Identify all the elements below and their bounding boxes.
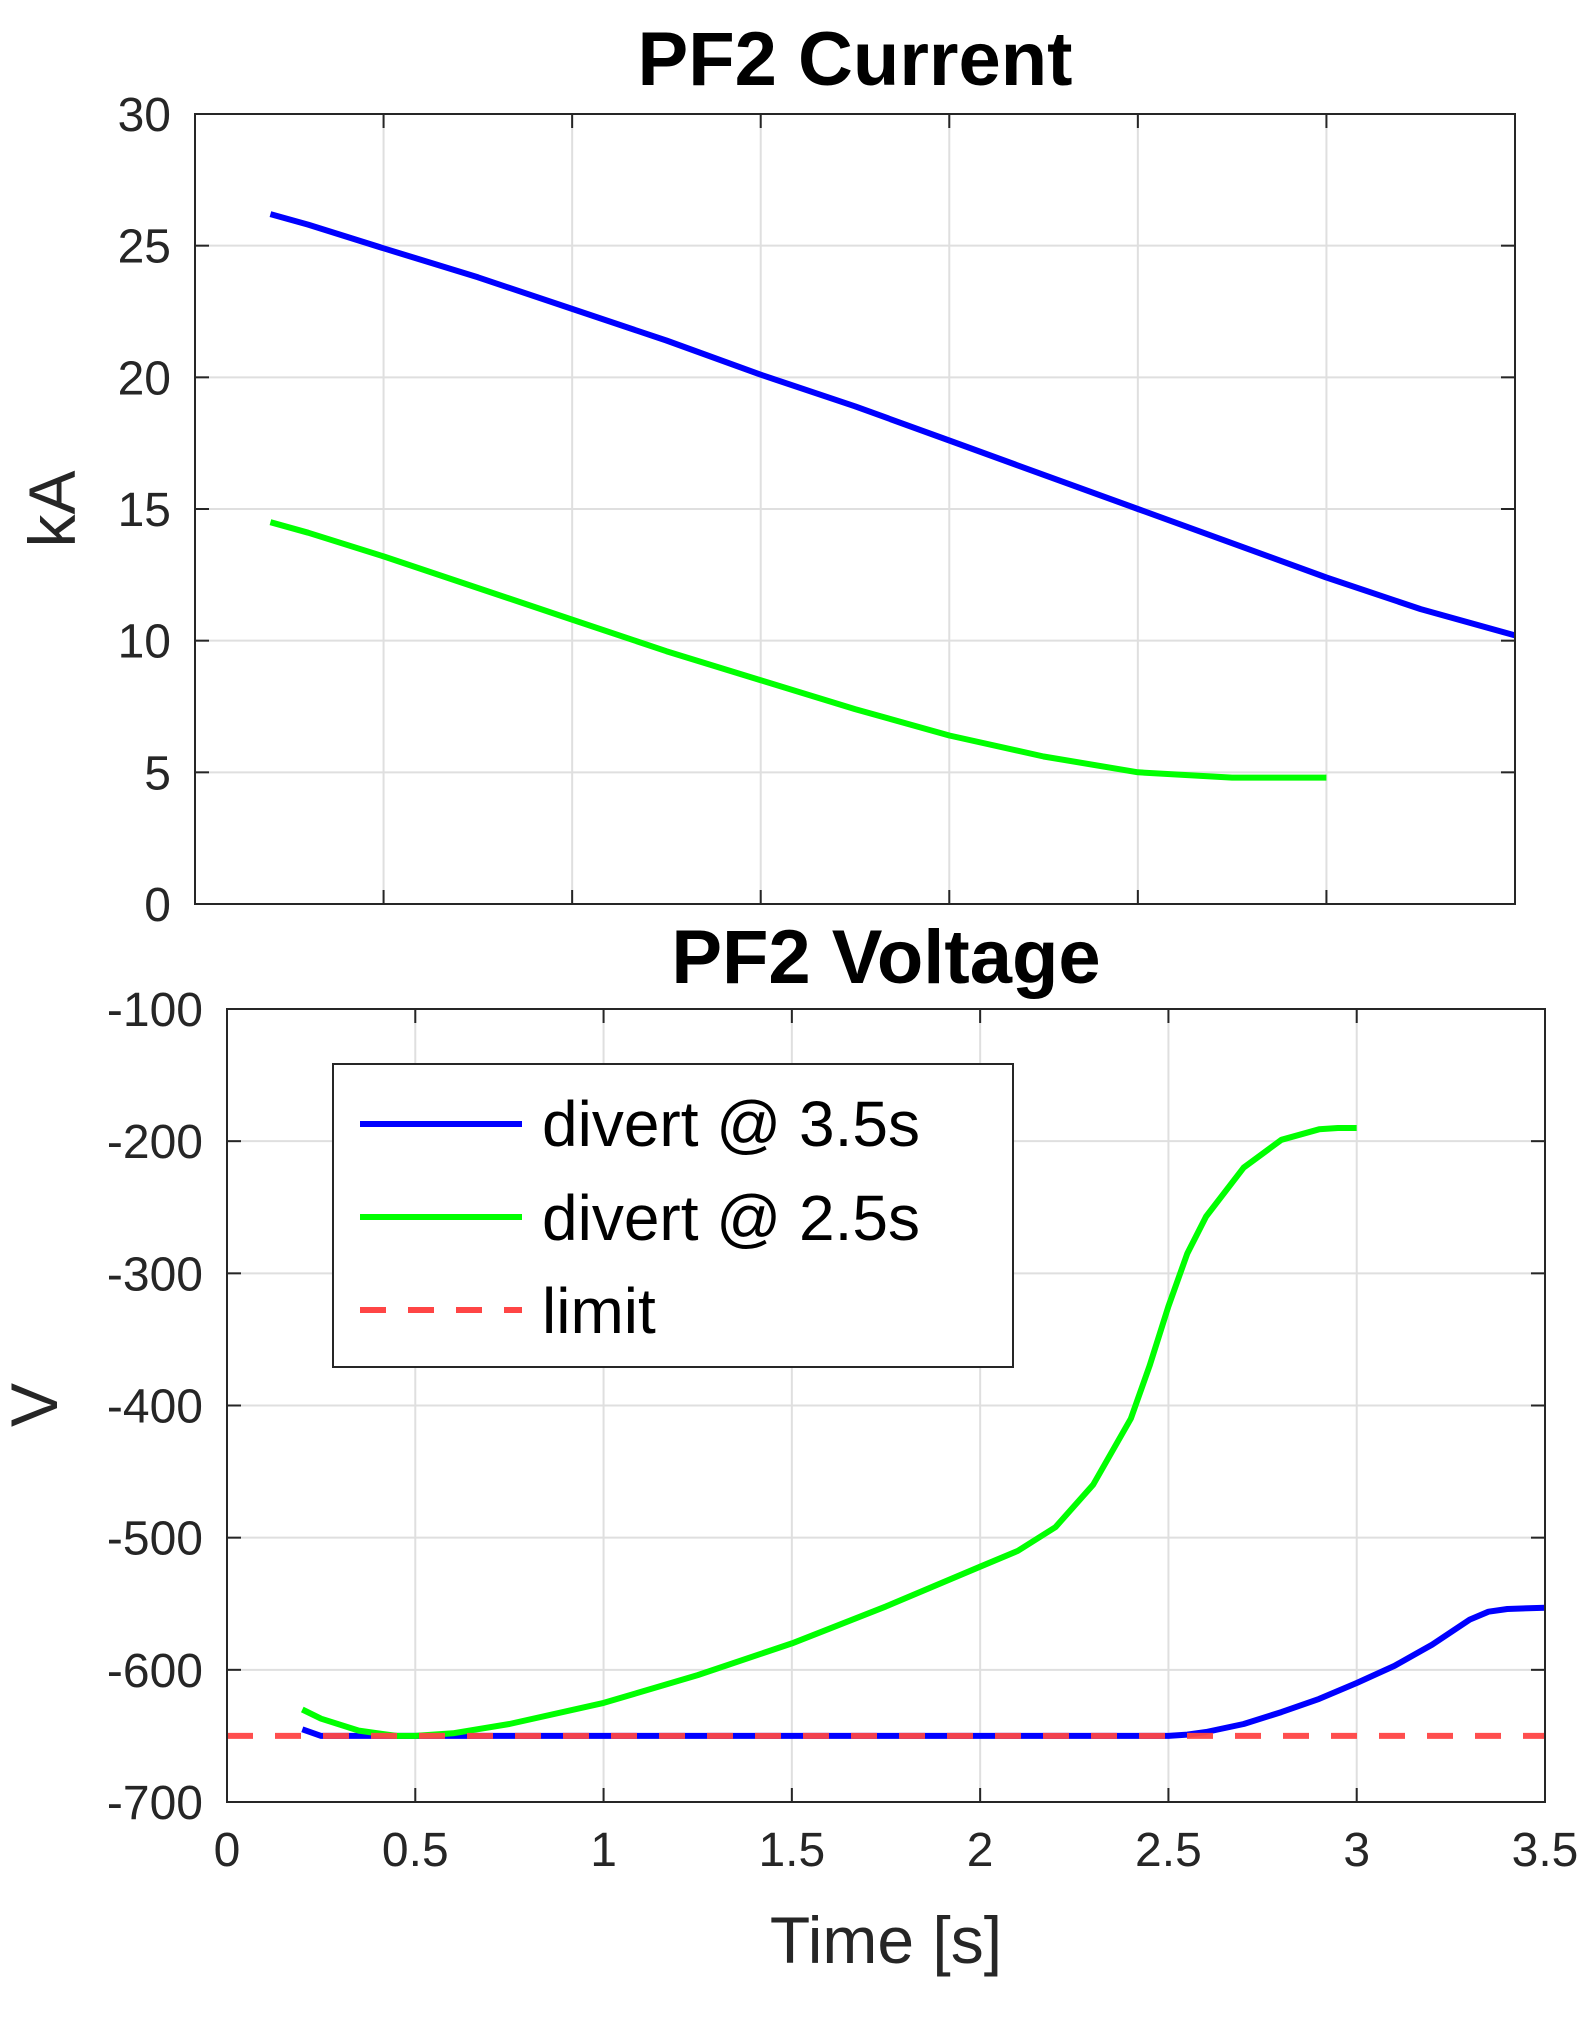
current-y-axis-label: kA [15,470,89,547]
x-tick-label: 3 [1343,1824,1370,1877]
legend: divert @ 3.5s divert @ 2.5s limit [332,1063,1014,1368]
y-tick-label: 5 [144,747,171,800]
current-grid [195,114,1515,904]
x-tick-label: 2.5 [1135,1824,1202,1877]
x-tick-label: 0 [214,1824,241,1877]
y-tick-label: 20 [118,352,171,405]
x-tick-label: 1 [590,1824,617,1877]
current-chart-title: PF2 Current [638,17,1073,102]
y-tick-label: 25 [118,221,171,274]
voltage-x-ticks: 0 0.5 1 1.5 2 2.5 3 3.5 [214,1009,1579,1877]
voltage-x-axis-label: Time [s] [770,1903,1002,1977]
voltage-plot: 0 0.5 1 1.5 2 2.5 3 3.5 -700 -600 -500 -400 -300 -20… [0,915,1578,1977]
y-tick-label: -700 [107,1777,203,1830]
y-tick-label: 0 [144,879,171,932]
current-plot: 0 5 10 15 20 25 30 PF2 Current kA [15,17,1516,932]
x-tick-label: 3.5 [1512,1824,1579,1877]
current-x-ticks [194,114,1516,904]
legend-label-limit: limit [542,1275,656,1347]
y-tick-label: -100 [107,984,203,1037]
voltage-chart-title: PF2 Voltage [671,915,1100,1000]
x-tick-label: 1.5 [758,1824,825,1877]
legend-label-divert-2-5: divert @ 2.5s [542,1182,920,1254]
series-line-divert-3-5s [269,211,1516,639]
series-line-divert-2-5s [300,1125,1357,1739]
legend-label-divert-3-5: divert @ 3.5s [542,1088,920,1160]
y-tick-label: -200 [107,1116,203,1169]
y-tick-label: 15 [118,484,171,537]
current-series-lines [269,211,1516,781]
x-tick-label: 0.5 [382,1824,449,1877]
current-y-ticks: 0 5 10 15 20 25 30 [118,89,1515,932]
x-tick-label: 2 [967,1824,994,1877]
y-tick-label: -400 [107,1381,203,1434]
voltage-series-lines [227,1125,1546,1739]
y-tick-label: -300 [107,1248,203,1301]
y-tick-label: 10 [118,616,171,669]
voltage-y-axis-label: V [0,1383,71,1427]
series-line-divert-2-5s [269,519,1327,781]
y-tick-label: 30 [118,89,171,142]
voltage-y-ticks: -700 -600 -500 -400 -300 -200 -100 [107,984,1545,1830]
y-tick-label: -600 [107,1645,203,1698]
y-tick-label: -500 [107,1513,203,1566]
